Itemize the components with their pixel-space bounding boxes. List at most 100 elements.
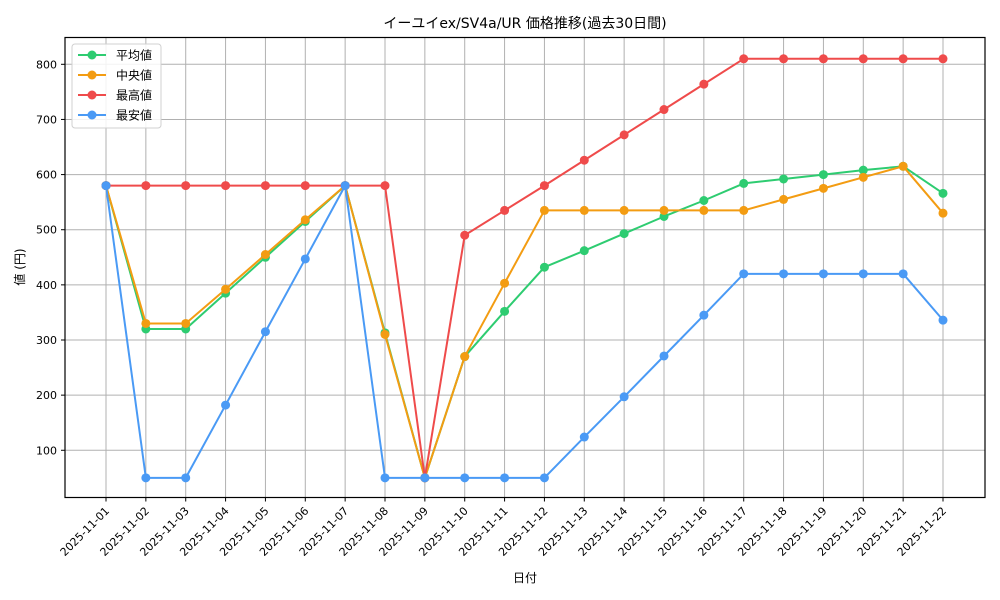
data-point-marker: [181, 473, 191, 483]
data-point-marker: [619, 229, 629, 239]
data-point-marker: [858, 269, 868, 279]
data-point-marker: [141, 473, 151, 483]
data-point-marker: [260, 181, 270, 191]
data-point-marker: [300, 254, 310, 264]
data-point-marker: [699, 195, 709, 205]
data-point-marker: [101, 181, 111, 191]
data-point-marker: [858, 54, 868, 64]
data-point-marker: [858, 165, 868, 175]
series-path: [105, 165, 944, 479]
data-point-marker: [938, 54, 948, 64]
series-path: [106, 57, 943, 479]
data-point-marker: [579, 432, 589, 442]
data-point-marker: [818, 269, 828, 279]
data-point-marker: [818, 183, 828, 193]
data-series: [101, 54, 948, 483]
legend-item: 平均値: [78, 48, 152, 63]
x-axis: 2025-11-012025-11-022025-11-032025-11-04…: [58, 497, 949, 559]
y-tick-label: 500: [36, 224, 57, 237]
data-point-marker: [460, 230, 470, 240]
data-point-marker: [619, 205, 629, 215]
data-point-marker: [898, 269, 908, 279]
data-point-marker: [380, 329, 390, 339]
series-path: [105, 184, 944, 479]
legend-label: 最安値: [116, 108, 152, 123]
data-point-marker: [938, 208, 948, 218]
data-point-marker: [579, 205, 589, 215]
data-point-marker: [181, 318, 191, 328]
data-point-marker: [500, 278, 510, 288]
data-point-marker: [779, 174, 789, 184]
legend-marker-icon: [87, 70, 97, 80]
legend-marker-icon: [87, 90, 97, 100]
data-point-marker: [260, 327, 270, 337]
data-point-marker: [181, 181, 191, 191]
data-point-marker: [141, 181, 151, 191]
x-axis-label: 日付: [513, 571, 537, 585]
legend-item: 最安値: [78, 108, 152, 123]
data-point-marker: [221, 400, 231, 410]
y-axis-label: 値 (円): [12, 248, 27, 285]
series-line-3: [101, 181, 948, 483]
data-point-marker: [938, 315, 948, 325]
data-point-marker: [141, 318, 151, 328]
data-point-marker: [858, 172, 868, 182]
grid-lines: [65, 37, 985, 498]
data-point-marker: [619, 392, 629, 402]
series-line-2: [101, 54, 948, 483]
y-tick-label: 300: [36, 334, 57, 347]
data-point-marker: [699, 79, 709, 89]
y-axis: 100 200 300 400 500 600 700 800: [36, 58, 65, 457]
y-tick-label: 800: [36, 58, 57, 71]
data-point-marker: [779, 194, 789, 204]
data-point-marker: [579, 246, 589, 256]
y-tick-label: 700: [36, 113, 57, 126]
data-point-marker: [699, 310, 709, 320]
y-tick-label: 100: [36, 444, 57, 457]
data-point-marker: [539, 205, 549, 215]
legend-label: 平均値: [116, 48, 152, 63]
data-point-marker: [659, 105, 669, 115]
data-point-marker: [739, 269, 749, 279]
data-point-marker: [818, 54, 828, 64]
data-point-marker: [779, 269, 789, 279]
legend-box: [71, 43, 162, 129]
series-path: [105, 165, 944, 479]
data-point-marker: [340, 181, 350, 191]
data-point-marker: [300, 215, 310, 225]
data-point-marker: [300, 181, 310, 191]
data-point-marker: [739, 205, 749, 215]
data-point-marker: [619, 130, 629, 140]
data-point-marker: [500, 306, 510, 316]
data-point-marker: [460, 473, 470, 483]
data-point-marker: [460, 352, 470, 362]
data-point-marker: [260, 250, 270, 260]
data-point-marker: [420, 473, 430, 483]
series-line-1: [101, 161, 948, 483]
data-point-marker: [659, 351, 669, 361]
data-point-marker: [221, 181, 231, 191]
legend-label: 最高値: [116, 88, 152, 103]
data-point-marker: [539, 181, 549, 191]
data-point-marker: [380, 473, 390, 483]
data-point-marker: [779, 54, 789, 64]
data-point-marker: [659, 205, 669, 215]
data-point-marker: [380, 181, 390, 191]
data-point-marker: [539, 473, 549, 483]
y-tick-label: 200: [36, 389, 57, 402]
data-point-marker: [739, 54, 749, 64]
data-point-marker: [221, 284, 231, 294]
plot-area-frame: [64, 36, 986, 499]
data-point-marker: [898, 54, 908, 64]
data-point-marker: [500, 205, 510, 215]
data-point-marker: [539, 262, 549, 272]
series-line-0: [101, 161, 948, 483]
legend-item: 中央値: [78, 68, 152, 83]
chart-title: イーユイex/SV4a/UR 価格推移(過去30日間): [383, 16, 666, 32]
data-point-marker: [898, 161, 908, 171]
data-point-marker: [579, 155, 589, 165]
data-point-marker: [818, 170, 828, 180]
